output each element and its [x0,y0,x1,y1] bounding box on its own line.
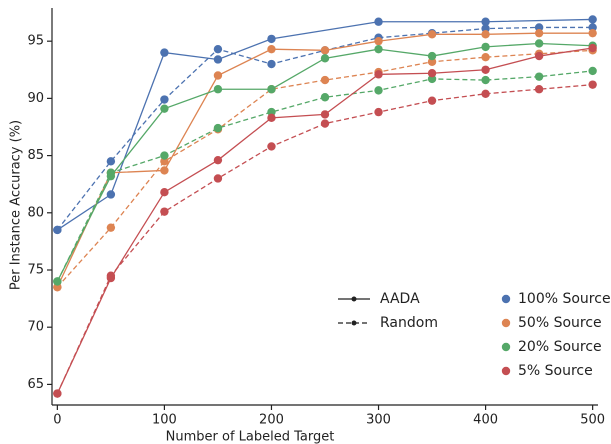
data-point [588,28,597,38]
data-point [481,65,490,74]
y-tick-label: 75 [27,262,44,277]
data-point [534,51,544,61]
y-tick-label: 80 [27,205,44,220]
y-tick-label: 90 [27,91,44,106]
data-point [213,123,223,133]
data-point [320,46,330,55]
data-point [106,271,116,280]
data-point [160,187,169,197]
data-point [53,389,62,398]
data-point [160,48,169,57]
legend-label: 20% Source [518,339,602,355]
data-point [534,85,544,94]
data-point [267,59,276,69]
data-point [160,151,169,160]
data-point [160,207,169,216]
legend-label: 100% Source [518,291,611,307]
data-point [213,155,223,165]
data-point [53,277,62,286]
x-tick-label: 300 [366,413,391,428]
data-point [374,70,383,79]
data-point [481,89,490,99]
data-point [267,113,276,123]
data-point [267,44,276,54]
data-point [106,157,116,166]
data-point [106,190,116,199]
data-point [534,39,544,48]
legend-marker [351,296,357,302]
data-point [481,17,490,26]
data-point [320,54,330,63]
y-tick-label: 95 [27,34,44,49]
legend-marker [501,294,511,304]
legend-marker [351,320,357,326]
y-axis-label: Per Instance Accuracy (%) [9,120,24,290]
data-point [320,75,330,85]
data-point [160,166,169,175]
data-point [374,107,383,117]
legend-label: 50% Source [518,315,602,331]
data-point [588,66,597,76]
data-point [320,93,330,102]
legend-marker [501,342,511,352]
x-tick-label: 200 [259,413,284,428]
data-point [481,30,490,39]
y-tick-label: 65 [27,377,44,392]
x-tick-label: 100 [152,413,177,428]
data-point [374,86,383,95]
data-point [374,17,383,26]
legend-label: 5% Source [518,363,593,379]
series-line [56,49,593,288]
x-tick-label: 400 [473,413,498,428]
series-line [56,84,593,394]
data-point [106,223,116,232]
data-point [213,44,223,54]
legend-label: Random [380,315,438,331]
data-point [267,85,276,94]
legend-marker [501,318,511,328]
data-point [213,71,223,80]
x-tick-label: 0 [53,413,61,428]
data-point [374,36,383,46]
data-point [160,95,169,104]
data-point [427,51,437,61]
series-line [56,18,593,231]
data-point [213,174,223,183]
legend-marker [501,366,511,376]
data-point [213,85,223,94]
data-point [481,75,490,85]
data-point [320,110,330,119]
data-point [213,55,223,64]
data-point [427,69,437,78]
data-point [160,104,169,113]
x-tick-label: 500 [580,413,605,428]
data-point [427,96,437,105]
y-tick-label: 70 [27,320,44,335]
data-point [534,72,544,81]
data-point [53,225,62,235]
data-point [588,43,597,53]
data-point [374,44,383,54]
data-point [481,42,490,52]
x-axis-label: Number of Labeled Target [166,430,335,444]
series-line [56,32,593,288]
series-line [56,70,593,282]
y-tick-label: 85 [27,148,44,163]
data-point [588,15,597,24]
data-point [534,28,544,38]
data-point [267,34,276,44]
data-point [267,142,276,151]
data-point [588,80,597,89]
data-point [481,52,490,62]
data-point [427,30,437,39]
legend-label: AADA [380,291,420,307]
data-point [106,168,116,177]
data-point [320,119,330,128]
